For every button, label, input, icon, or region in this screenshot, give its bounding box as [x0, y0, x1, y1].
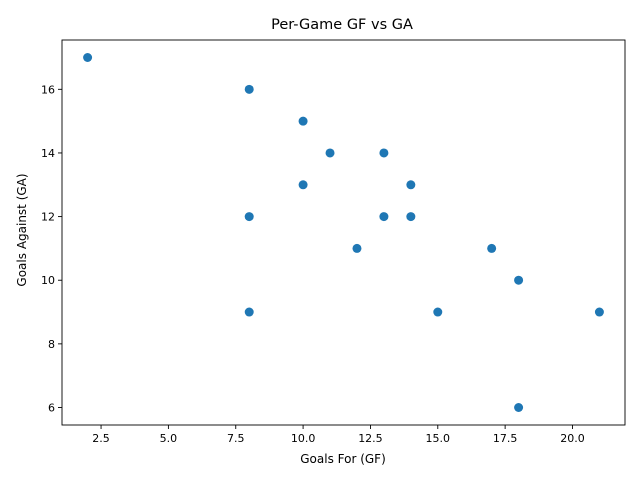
data-points: [83, 53, 604, 412]
data-point: [514, 403, 524, 412]
data-point: [83, 53, 93, 62]
data-point: [244, 84, 254, 94]
data-point: [298, 180, 308, 190]
x-tick-label: 20.0: [560, 432, 585, 445]
y-axis-ticks: 6 8 10 12 14 16: [41, 83, 62, 415]
x-tick-label: 10.0: [291, 432, 316, 445]
x-tick-label: 5.0: [160, 432, 178, 445]
data-point: [433, 307, 443, 317]
data-point: [514, 275, 524, 285]
data-point: [244, 212, 254, 222]
axes-frame: [61, 39, 626, 426]
x-tick-label: 17.5: [493, 432, 518, 445]
data-point: [594, 307, 604, 317]
y-tick-label: 12: [41, 211, 55, 224]
data-point: [406, 212, 416, 222]
x-tick-label: 7.5: [227, 432, 245, 445]
y-tick-label: 16: [41, 83, 55, 96]
x-tick-label: 2.5: [92, 432, 110, 445]
x-tick-label: 15.0: [426, 432, 451, 445]
x-axis-label: Goals For (GF): [300, 452, 386, 466]
data-point: [352, 243, 362, 253]
chart-title: Per-Game GF vs GA: [271, 17, 413, 33]
plot-area: [61, 39, 626, 426]
data-point: [298, 116, 308, 126]
x-tick-label: 12.5: [358, 432, 383, 445]
data-point: [379, 212, 389, 222]
y-tick-label: 10: [41, 274, 55, 287]
data-point: [406, 180, 416, 190]
y-axis-label: Goals Against (GA): [15, 173, 29, 286]
data-point: [379, 148, 389, 158]
y-tick-label: 6: [48, 402, 55, 415]
y-tick-label: 8: [48, 338, 55, 351]
data-point: [325, 148, 335, 158]
y-tick-label: 14: [41, 147, 55, 160]
data-point: [244, 307, 254, 317]
x-axis-ticks: 2.5 5.0 7.5 10.0 12.5 15.0 17.5 20.0: [92, 425, 585, 445]
data-point: [487, 243, 497, 253]
